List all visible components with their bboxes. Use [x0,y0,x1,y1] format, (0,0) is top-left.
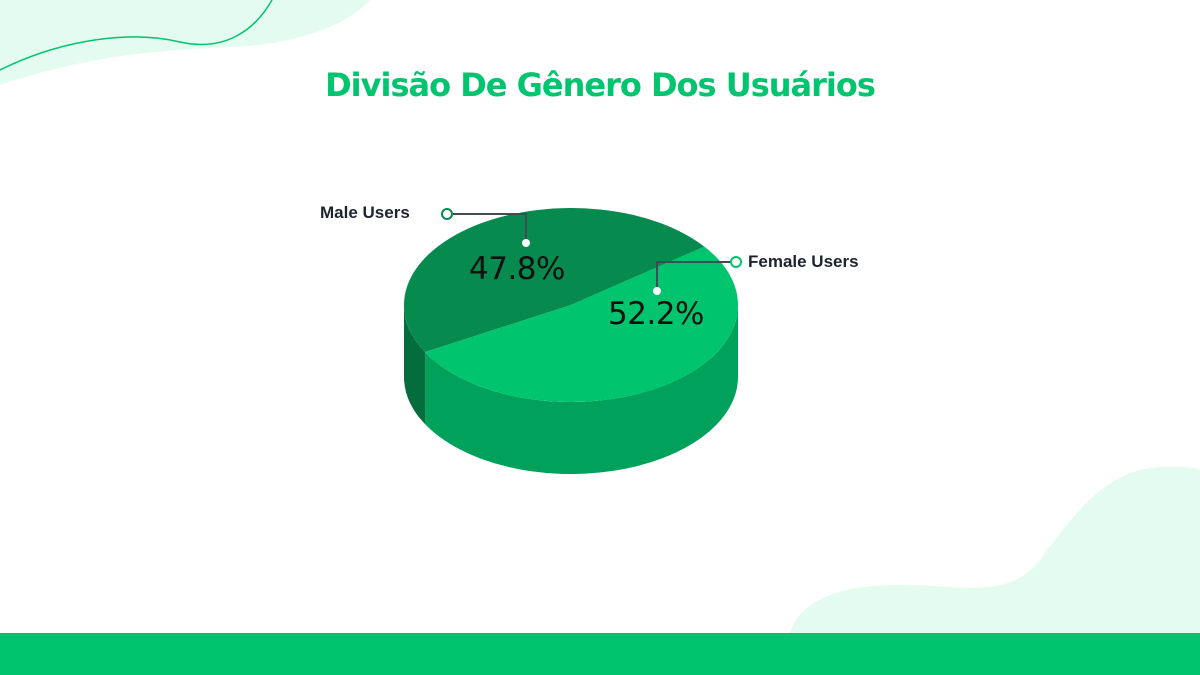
callout-marker-female-outer [730,256,742,268]
pie-side-male [404,305,426,425]
callout-line-male [447,213,527,243]
top-left-wave-line [0,0,273,71]
callout-male: Male Users 47.8% [320,203,565,287]
callout-marker-male-outer [441,208,453,220]
value-label-male: 47.8% [469,251,565,287]
footer-bar [0,633,1200,675]
callout-female: Female Users 52.2% [608,252,859,332]
pie-side-female [425,305,738,474]
callout-marker-male-inner [522,239,530,247]
callout-line-female [656,261,736,291]
pie-slice-male [404,207,705,353]
value-label-female: 52.2% [608,296,704,332]
series-label-male: Male Users [320,203,410,222]
chart-title: Divisão De Gênero Dos Usuários [325,66,876,104]
callout-marker-female-inner [653,287,661,295]
pie-callouts: Male Users 47.8% Female Users 52.2% [320,203,859,332]
bottom-right-blob [790,466,1200,633]
pie-slice-female [425,246,738,402]
pie-body [404,207,738,474]
series-label-female: Female Users [748,252,859,271]
